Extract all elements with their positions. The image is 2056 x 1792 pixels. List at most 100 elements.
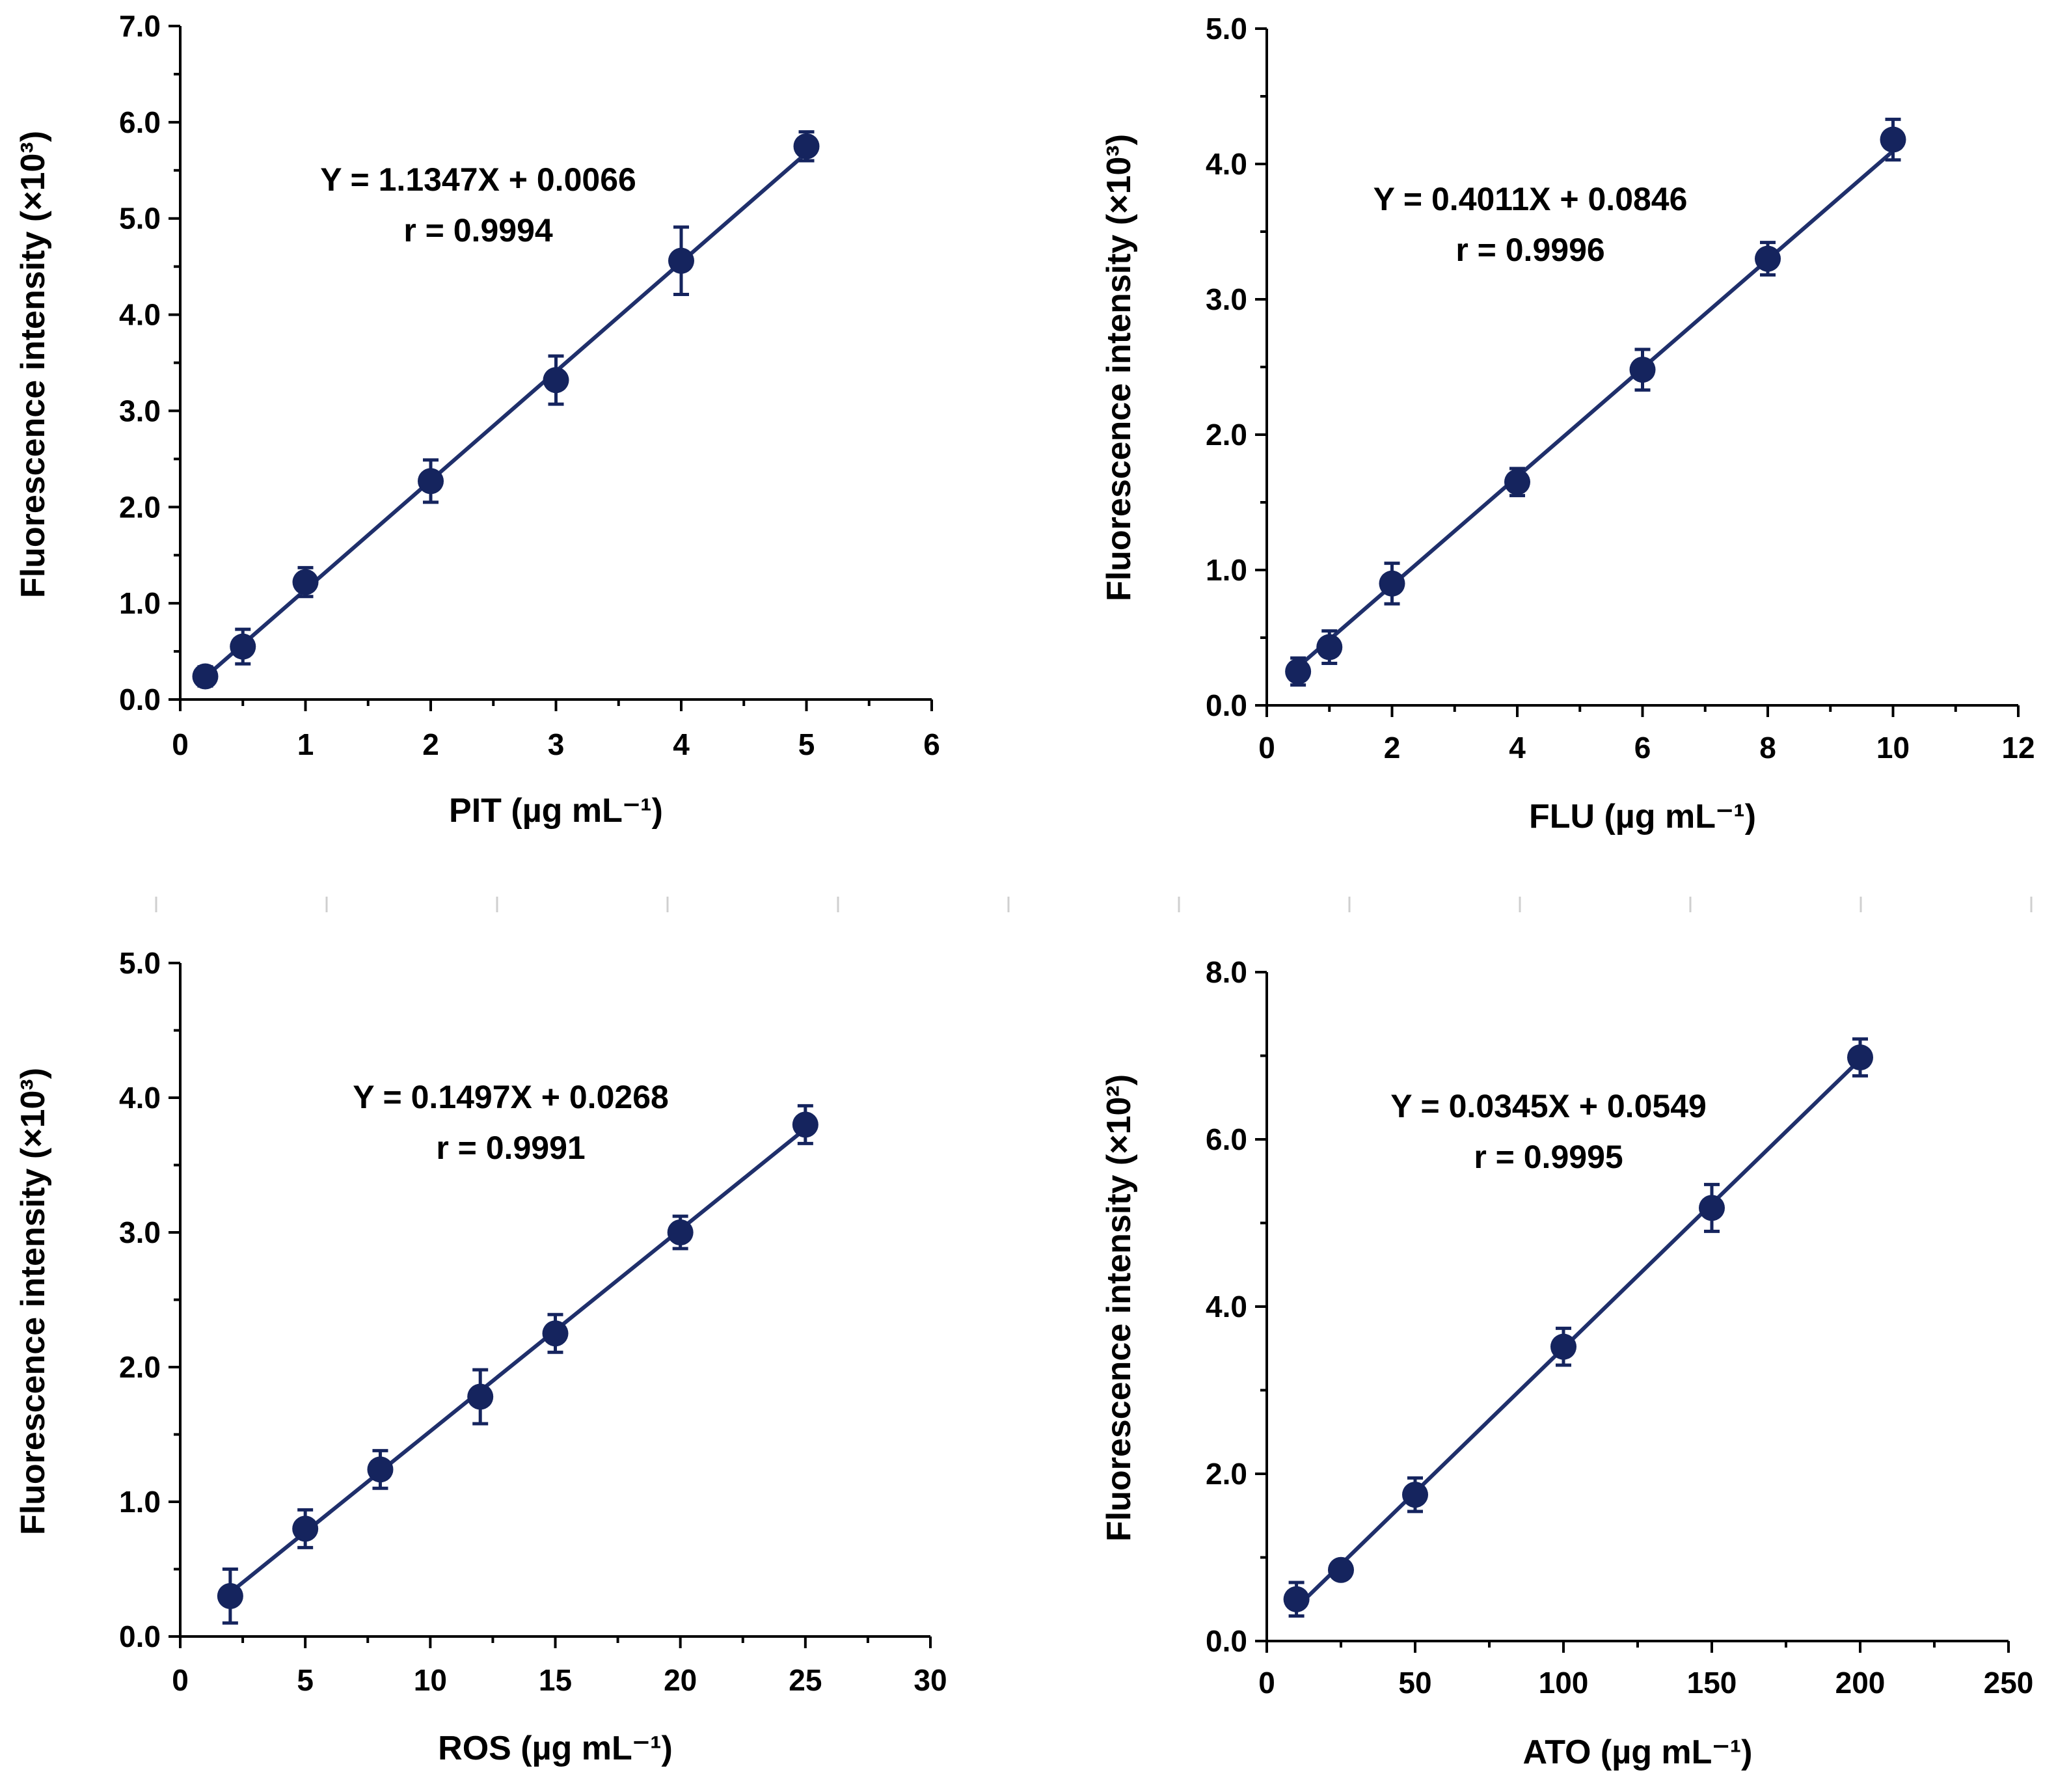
x-axis-title: ROS (µg mL⁻¹) xyxy=(438,1730,673,1767)
fit-line xyxy=(228,1127,807,1594)
correlation-label: r = 0.9991 xyxy=(436,1130,585,1166)
x-axis-title: PIT (µg mL⁻¹) xyxy=(449,792,663,830)
x-tick-label: 250 xyxy=(1984,1666,2034,1700)
y-tick-label: 3.0 xyxy=(119,1215,161,1249)
x-axis-title: FLU (µg mL⁻¹) xyxy=(1529,798,1756,835)
correlation-label: r = 0.9996 xyxy=(1455,232,1604,268)
y-axis-title: Fluorescence intensity (×10³) xyxy=(14,1068,52,1535)
y-tick-label: 8.0 xyxy=(1206,955,1247,989)
y-tick-label: 5.0 xyxy=(119,202,161,236)
fit-line xyxy=(1295,1058,1862,1609)
data-point xyxy=(792,1111,818,1138)
y-tick-label: 0.0 xyxy=(1206,1624,1247,1658)
y-tick-label: 1.0 xyxy=(119,586,161,620)
x-tick-label: 4 xyxy=(673,727,690,761)
x-tick-label: 2 xyxy=(1384,731,1401,765)
chart-panel-ros: 0.0 1.0 2.0 3.0 4.0 5.0 0 5 10 15 20 25 30 ROS (µg mL… xyxy=(14,946,947,1767)
data-point xyxy=(668,247,694,274)
y-tick-label: 6.0 xyxy=(1206,1122,1247,1156)
data-point xyxy=(1699,1195,1725,1221)
y-tick-label: 4.0 xyxy=(119,298,161,332)
y-tick-label: 4.0 xyxy=(1206,1290,1247,1324)
chart-panel-ato: 0.0 2.0 4.0 6.0 8.0 0 50 100 150 200 250 ATO (µg mL… xyxy=(1100,955,2033,1771)
y-axis-title: Fluorescence intensity (×10³) xyxy=(1100,134,1138,601)
x-tick-label: 8 xyxy=(1759,731,1776,765)
y-tick-label: 0.0 xyxy=(1206,688,1247,722)
x-tick-label: 0 xyxy=(172,727,189,761)
data-point xyxy=(367,1456,394,1483)
x-tick-label: 6 xyxy=(923,727,940,761)
data-point xyxy=(1504,468,1530,495)
x-tick-label: 25 xyxy=(789,1663,822,1697)
x-tick-label: 100 xyxy=(1539,1666,1589,1700)
x-tick-label: 1 xyxy=(297,727,314,761)
x-tick-label: 4 xyxy=(1509,731,1526,765)
data-point xyxy=(230,633,256,660)
y-tick-label: 2.0 xyxy=(119,1350,161,1384)
y-tick-label: 3.0 xyxy=(1206,282,1247,316)
chart-panel-pit: 0.0 1.0 2.0 3.0 4.0 5.0 6.0 7.0 0 1 2 3 4 5 6 PIT (µg m… xyxy=(14,9,940,830)
y-tick-label: 6.0 xyxy=(119,105,161,139)
x-tick-label: 2 xyxy=(422,727,439,761)
data-point xyxy=(192,663,219,690)
y-tick-label: 5.0 xyxy=(1206,12,1247,46)
x-tick-label: 0 xyxy=(1258,1666,1275,1700)
y-tick-label: 4.0 xyxy=(119,1081,161,1115)
data-point xyxy=(1328,1556,1354,1583)
x-tick-label: 0 xyxy=(172,1663,189,1697)
data-point xyxy=(467,1383,494,1410)
x-tick-label: 0 xyxy=(1258,731,1275,765)
data-point xyxy=(217,1582,243,1609)
x-tick-label: 3 xyxy=(548,727,565,761)
y-tick-label: 1.0 xyxy=(1206,553,1247,587)
correlation-label: r = 0.9995 xyxy=(1474,1139,1623,1175)
fit-equation: Y = 0.0345X + 0.0549 xyxy=(1390,1088,1707,1124)
y-tick-label: 0.0 xyxy=(119,1620,161,1653)
x-tick-label: 20 xyxy=(664,1663,697,1697)
data-point xyxy=(1285,658,1312,685)
x-tick-label: 200 xyxy=(1835,1666,1886,1700)
data-point xyxy=(1402,1482,1428,1508)
data-point xyxy=(543,367,569,394)
data-point xyxy=(1283,1586,1310,1612)
data-point xyxy=(793,133,820,159)
x-tick-label: 10 xyxy=(414,1663,447,1697)
y-tick-label: 2.0 xyxy=(119,490,161,524)
data-point xyxy=(1550,1333,1576,1360)
y-tick-label: 3.0 xyxy=(119,394,161,428)
x-tick-label: 30 xyxy=(913,1663,947,1697)
y-tick-label: 1.0 xyxy=(119,1485,161,1519)
x-tick-label: 50 xyxy=(1398,1666,1431,1700)
data-point xyxy=(292,1515,319,1542)
fit-equation: Y = 0.1497X + 0.0268 xyxy=(353,1079,669,1115)
panel-divider xyxy=(155,897,2033,912)
x-tick-label: 5 xyxy=(297,1663,314,1697)
x-tick-label: 150 xyxy=(1687,1666,1737,1700)
y-tick-label: 7.0 xyxy=(119,9,161,43)
data-point xyxy=(1379,570,1405,597)
chart-panel-flu: 0.0 1.0 2.0 3.0 4.0 5.0 0 2 4 6 8 10 12 FLU (µg mL⁻¹)… xyxy=(1100,12,2035,835)
data-point xyxy=(418,468,444,495)
data-point xyxy=(1880,126,1906,153)
x-tick-label: 15 xyxy=(539,1663,572,1697)
y-axis-title: Fluorescence intensity (×10³) xyxy=(14,131,52,598)
data-point xyxy=(1629,357,1656,383)
x-tick-label: 12 xyxy=(2001,731,2035,765)
data-point xyxy=(1316,634,1343,660)
fit-equation: Y = 0.4011X + 0.0846 xyxy=(1373,181,1688,217)
y-tick-label: 0.0 xyxy=(119,683,161,716)
data-point xyxy=(292,569,319,595)
data-point xyxy=(667,1219,694,1245)
x-axis-title: ATO (µg mL⁻¹) xyxy=(1523,1733,1753,1771)
data-point xyxy=(1755,245,1781,272)
y-tick-label: 2.0 xyxy=(1206,418,1247,452)
y-tick-label: 2.0 xyxy=(1206,1457,1247,1491)
x-tick-label: 5 xyxy=(798,727,815,761)
y-axis-title: Fluorescence intensity (×10²) xyxy=(1100,1074,1138,1541)
y-tick-label: 5.0 xyxy=(119,946,161,980)
data-point xyxy=(1847,1044,1873,1071)
data-point xyxy=(542,1320,569,1347)
fit-equation: Y = 1.1347X + 0.0066 xyxy=(320,161,636,198)
x-tick-label: 6 xyxy=(1634,731,1651,765)
